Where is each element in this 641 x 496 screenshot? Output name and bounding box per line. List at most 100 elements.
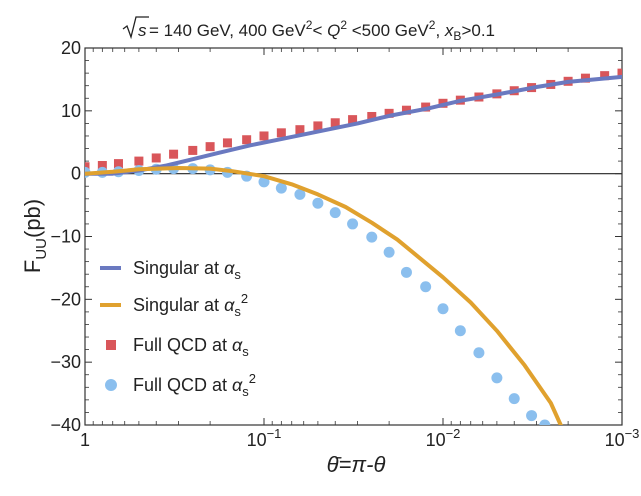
series-3-point — [85, 162, 90, 172]
text-run: s — [242, 384, 249, 399]
series-3-point — [276, 128, 286, 138]
text-run: (pb) — [20, 199, 45, 238]
series-3-point — [188, 145, 198, 155]
text-run: α — [224, 295, 235, 315]
chart-title: s = 140 GeV, 400 GeV2< Q2 <500 GeV2, xB>… — [122, 16, 495, 43]
series-3-point — [295, 125, 305, 135]
text-run: F — [20, 260, 45, 273]
text-run: α — [232, 375, 243, 395]
text-run: < — [312, 21, 327, 40]
text-run: 2 — [340, 18, 347, 32]
legend-entry-2: Singular at αs2 — [100, 291, 248, 319]
x-tick-label: 10−3 — [605, 426, 640, 450]
series-4-point — [539, 419, 551, 425]
legend-circle-swatch — [105, 379, 117, 391]
series-3-point — [151, 153, 161, 163]
series-4-point — [437, 303, 449, 315]
series-4-point — [454, 325, 466, 337]
series-4-point — [312, 197, 324, 209]
text-run: UU — [33, 238, 50, 260]
legend-label: Singular at αs2 — [133, 291, 248, 319]
text-run: −3 — [625, 426, 640, 441]
legend-entry-3: Full QCD at αs — [106, 335, 249, 359]
series-4-point — [294, 188, 306, 200]
series-3-point — [97, 160, 107, 170]
series-3-point — [205, 142, 215, 152]
series-3-point — [401, 105, 411, 115]
text-run: 2 — [306, 18, 313, 32]
text-run: Full QCD at — [133, 375, 232, 395]
legend-entry-4: Full QCD at αs2 — [105, 371, 256, 399]
series-1-line — [85, 74, 622, 176]
legend-label: Singular at αs — [133, 258, 241, 282]
title-sqrt-argument: s — [138, 21, 147, 40]
series-3-point — [259, 131, 269, 141]
x-tick-label: 10−2 — [426, 426, 461, 450]
text-run: >0.1 — [461, 21, 495, 40]
series-3-point — [580, 73, 590, 83]
text-run: = 140 GeV, 400 GeV — [149, 21, 306, 40]
y-tick-label: 20 — [61, 38, 81, 58]
text-run: s — [234, 267, 241, 282]
y-tick-label: 0 — [71, 164, 81, 184]
series-3-point — [330, 118, 340, 128]
text-run: s — [234, 304, 241, 319]
axis-labels: θ̄=π-θ FUU(pb) — [20, 199, 385, 477]
y-tick-label: −40 — [50, 415, 81, 435]
series-3-point — [600, 71, 610, 81]
sqrt-radical-sign — [122, 16, 149, 40]
x-axis-label: θ̄=π-θ — [327, 452, 386, 477]
x-tick-label: 1 — [80, 430, 90, 450]
y-tick-label: 10 — [61, 101, 81, 121]
text-run: 1 — [80, 430, 90, 450]
series-3-point — [222, 138, 232, 148]
text-run: 2 — [429, 18, 436, 32]
y-tick-label: −30 — [50, 352, 81, 372]
legend-entry-1: Singular at αs — [100, 258, 241, 282]
series-1-group — [85, 74, 622, 176]
series-4-point — [275, 182, 287, 194]
series-4-point — [491, 372, 503, 384]
text-run: Singular at — [133, 258, 224, 278]
text-run: 2 — [241, 291, 248, 306]
y-axis-label: FUU(pb) — [20, 199, 50, 273]
series-3-point — [384, 108, 394, 118]
series-4-group — [85, 163, 551, 425]
y-tick-label: −10 — [50, 227, 81, 247]
legend-label: Full QCD at αs — [133, 335, 249, 359]
series-3-point — [617, 68, 622, 78]
text-run: 10 — [247, 430, 267, 450]
data-series — [85, 68, 622, 425]
x-tick-label: 10−1 — [247, 426, 282, 450]
text-run: x — [444, 21, 454, 40]
series-3-point — [169, 149, 179, 159]
series-4-point — [400, 266, 412, 278]
legend-square-swatch — [106, 340, 116, 350]
text-run: α — [224, 258, 235, 278]
text-run: <500 GeV — [347, 21, 429, 40]
text-run: Singular at — [133, 295, 224, 315]
plot-frame-rect — [84, 47, 623, 426]
series-4-point — [383, 246, 395, 258]
y-tick-label: −20 — [50, 289, 81, 309]
text-run: 10 — [426, 430, 446, 450]
clipped-series-group — [85, 68, 622, 425]
text-run: −1 — [267, 426, 282, 441]
series-3-point — [242, 135, 252, 145]
legend-label: Full QCD at αs2 — [133, 371, 256, 399]
series-3-point — [134, 156, 144, 166]
text-run: Full QCD at — [133, 335, 232, 355]
series-3-point — [113, 159, 123, 169]
text-run: B — [453, 29, 461, 43]
series-4-point — [526, 410, 538, 422]
text-run: , — [435, 21, 444, 40]
series-3-point — [367, 111, 377, 121]
series-2-group — [85, 166, 563, 425]
text-run: 10 — [605, 430, 625, 450]
series-4-point — [329, 207, 341, 219]
series-4-point — [473, 347, 485, 359]
